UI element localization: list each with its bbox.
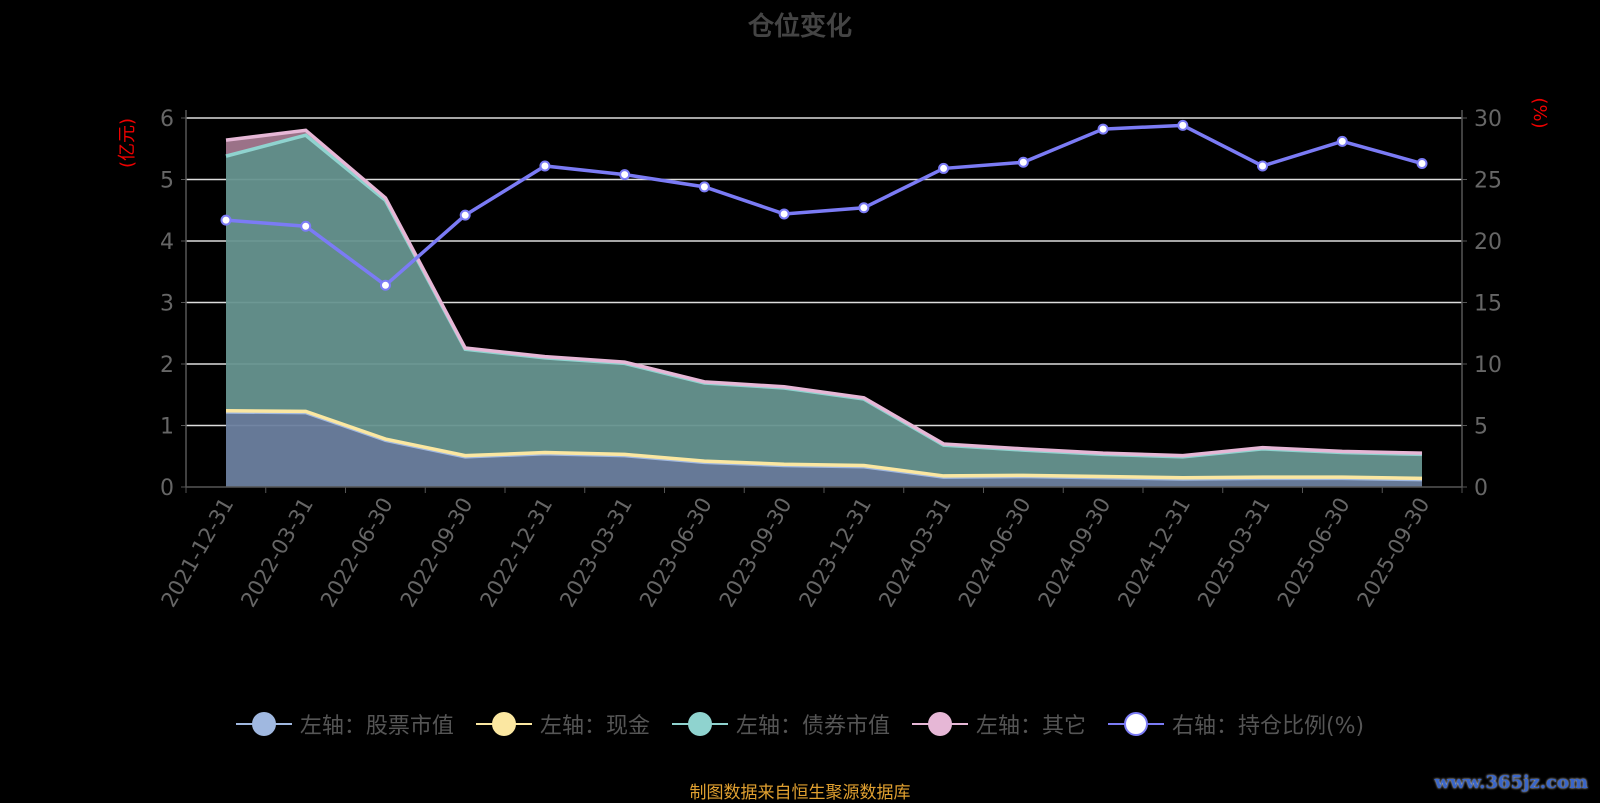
ratio-point [858, 202, 870, 214]
x-tick-label: 2022-06-30 [316, 494, 398, 612]
legend-item[interactable]: 左轴：股票市值 [235, 708, 454, 740]
legend-symbol-icon [911, 712, 968, 736]
y-left-tick-label: 2 [160, 353, 174, 378]
x-tick-label: 2025-09-30 [1353, 494, 1435, 612]
y-right-tick-label: 30 [1474, 107, 1502, 132]
ratio-point [1336, 135, 1348, 147]
x-tick-label: 2025-03-31 [1193, 494, 1275, 612]
legend-item[interactable]: 右轴：持仓比例(%) [1107, 708, 1365, 740]
chart-title: 仓位变化 [747, 12, 852, 42]
y-right-tick-label: 20 [1474, 230, 1502, 255]
watermark-logo: www.365jz.com [1434, 772, 1588, 793]
legend-label: 左轴：股票市值 [299, 714, 454, 739]
y-left-tick-label: 5 [160, 169, 174, 194]
x-tick-label: 2023-06-30 [635, 494, 717, 612]
x-tick-label: 2021-12-31 [157, 494, 239, 612]
series-line-ratio [225, 123, 1423, 288]
y-right-tick-label: 25 [1474, 169, 1502, 194]
y-left-tick-label: 4 [160, 230, 174, 255]
y-left-tick-label: 0 [160, 476, 174, 501]
legend-symbol-icon [475, 712, 532, 736]
ratio-point [1097, 123, 1109, 135]
ratio-point [220, 214, 232, 226]
x-tick-label: 2024-06-30 [954, 494, 1036, 612]
ratio-point [1177, 119, 1189, 131]
legend-label: 左轴：其它 [975, 714, 1086, 739]
ratio-point [619, 169, 631, 181]
x-tick-label: 2022-12-31 [475, 494, 557, 612]
legend-item[interactable]: 左轴：债券市值 [671, 708, 890, 740]
x-tick-label: 2022-09-30 [396, 494, 478, 612]
x-tick-label: 2023-09-30 [715, 494, 797, 612]
x-tick-label: 2024-12-31 [1113, 494, 1195, 612]
legend-symbol-icon [1107, 712, 1164, 736]
ratio-point [300, 220, 312, 232]
y-left-tick-label: 1 [160, 415, 174, 440]
series-line-左轴：其它 [225, 128, 1423, 458]
y-right-tick-label: 5 [1474, 415, 1488, 440]
ratio-point [379, 279, 391, 291]
x-tick-label: 2023-12-31 [794, 494, 876, 612]
legend-symbol-icon [671, 712, 728, 736]
ratio-point [459, 209, 471, 221]
ratio-point [938, 162, 950, 174]
ratio-point [1416, 158, 1428, 170]
area-左轴：股票市值 [226, 411, 1422, 487]
legend-label: 左轴：债券市值 [735, 714, 890, 739]
y-left-axis-label: (亿元) [117, 118, 138, 168]
footer-source: 制图数据来自恒生聚源数据库 [689, 783, 911, 803]
legend-symbol-icon [235, 712, 292, 736]
y-left-tick-label: 6 [160, 107, 174, 132]
y-right-tick-label: 15 [1474, 292, 1502, 317]
legend-label: 右轴：持仓比例(%) [1171, 714, 1365, 739]
ratio-point [778, 208, 790, 220]
x-tick-label: 2024-03-31 [874, 494, 956, 612]
ratio-point [539, 160, 551, 172]
y-right-tick-label: 0 [1474, 476, 1488, 501]
legend-item[interactable]: 左轴：现金 [475, 708, 650, 740]
ratio-point [1257, 160, 1269, 172]
legend-item[interactable]: 左轴：其它 [911, 708, 1086, 740]
y-right-axis-label: (%) [1529, 97, 1550, 128]
area-左轴：债券市值 [226, 135, 1422, 479]
x-tick-label: 2025-06-30 [1273, 494, 1355, 612]
legend: 左轴：股票市值 左轴：现金 左轴：债券市值 左轴：其它 右轴：持仓比例(%) [0, 708, 1600, 740]
x-tick-label: 2022-03-31 [236, 494, 318, 612]
ratio-point [698, 181, 710, 193]
y-right-tick-label: 10 [1474, 353, 1502, 378]
y-left-tick-label: 3 [160, 292, 174, 317]
x-tick-label: 2023-03-31 [555, 494, 637, 612]
ratio-point [1017, 156, 1029, 168]
x-tick-label: 2024-09-30 [1034, 494, 1116, 612]
legend-label: 左轴：现金 [539, 714, 650, 739]
series-line-左轴：现金 [225, 408, 1423, 481]
